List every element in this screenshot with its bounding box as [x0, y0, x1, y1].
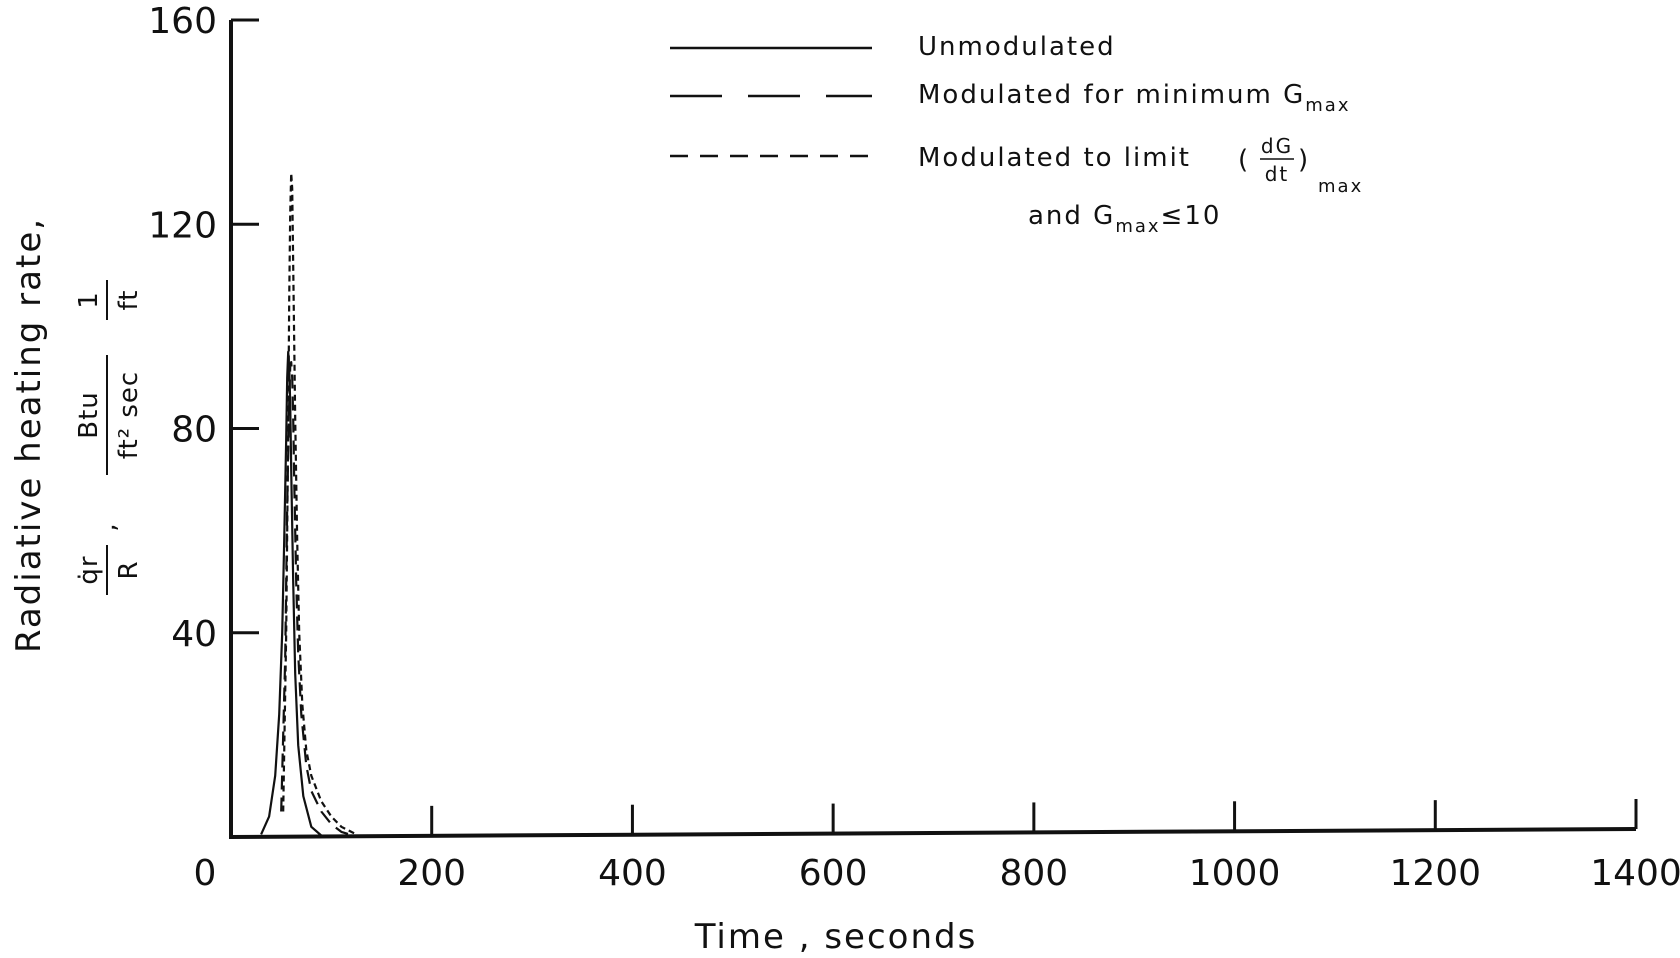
legend-label-unmodulated: Unmodulated — [918, 32, 1116, 62]
x-tick-label: 1400 — [1590, 853, 1680, 894]
series-line-1 — [280, 361, 350, 836]
y-tick-label: 120 — [148, 205, 217, 246]
y-unit2-numerator: 1 — [74, 291, 104, 309]
svg-text:(: ( — [1238, 145, 1250, 175]
series-layer — [260, 172, 357, 837]
legend-label-min-gmax: Modulated for minimum Gmax — [918, 80, 1350, 116]
y-unit2-denominator: ft — [114, 290, 144, 311]
y-unit-denominator: ft² sec — [114, 371, 144, 459]
legend-frac-numerator: dG — [1261, 134, 1293, 158]
y-axis-title: Radiative heating rate, — [9, 217, 49, 653]
x-axis — [230, 827, 1637, 839]
svg-text:,: , — [92, 522, 122, 531]
x-tick-label: 800 — [999, 853, 1068, 894]
x-tick-label: 200 — [397, 853, 466, 894]
x-axis-label: Time , seconds — [694, 917, 978, 957]
x-tick-label: 400 — [598, 853, 667, 894]
x-tick-label: 1000 — [1189, 853, 1281, 894]
legend-label-limit-line2: and Gmax≤10 — [1028, 201, 1221, 237]
x-tick-label: 0 — [194, 853, 217, 894]
y-unit-numerator: Btu — [74, 391, 104, 439]
legend-frac-denominator: dt — [1265, 162, 1290, 186]
svg-text:): ) — [1298, 145, 1310, 175]
x-tick-label: 1200 — [1389, 853, 1481, 894]
x-tick-label: 600 — [799, 853, 868, 894]
series-line-2 — [282, 172, 357, 836]
y-tick-label: 40 — [171, 614, 217, 655]
y-axis-label: Radiative heating rate, — [9, 217, 49, 653]
series-line-0 — [260, 350, 323, 837]
y-sym-denominator: R — [114, 560, 144, 579]
legend: Unmodulated Modulated for minimum Gmax M… — [670, 32, 1363, 237]
y-tick-label: 80 — [171, 410, 217, 451]
y-axis-units: q̇r R , Btu ft² sec 1 ft — [74, 280, 144, 595]
y-tick-label: 160 — [148, 1, 217, 42]
legend-label-limit-dgdt: Modulated to limit — [918, 143, 1191, 173]
y-sym-numerator: q̇r — [74, 555, 104, 584]
legend-limit-sub: max — [1318, 176, 1363, 197]
